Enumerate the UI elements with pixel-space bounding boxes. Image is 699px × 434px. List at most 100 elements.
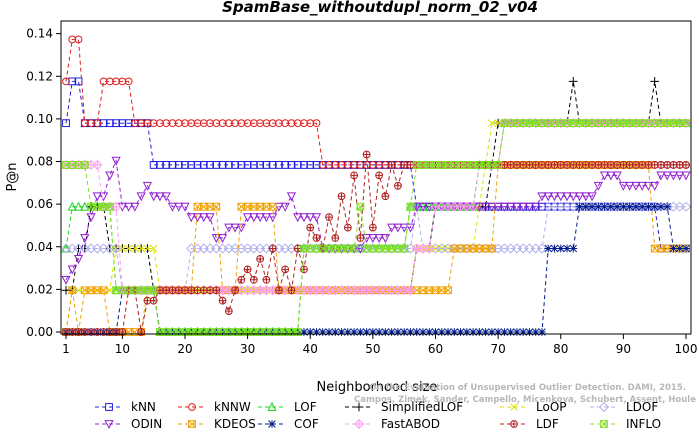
point-odin-71 [499,202,510,212]
point-ldf-38 [293,244,302,253]
point-cof-55 [400,328,409,336]
point-cof-49 [362,328,371,336]
point-odin-79 [549,192,560,202]
point-cof-59 [425,328,434,336]
point-odin-98 [668,171,679,181]
point-knn-11 [124,119,133,128]
point-cof-48 [356,328,365,336]
point-odin-24 [205,213,215,223]
point-cof-63 [450,328,459,336]
legend-marker-lof [267,401,277,411]
point-odin-84 [581,192,591,202]
point-ldf-39 [300,265,308,274]
x-axis-label: Neighborhood size [317,380,438,395]
point-loop-69 [488,119,496,127]
x-tick-label-2: 20 [177,342,192,356]
legend-item-ldof: LDOF [590,400,658,414]
point-cof-96 [657,202,665,211]
point-odin-55 [399,223,409,233]
point-knnw-46 [343,161,352,169]
point-cof-79 [550,244,559,253]
point-knnw-30 [243,119,252,128]
point-knn-1 [62,119,70,128]
point-cof-74 [519,328,528,336]
legend-marker-ldf [510,420,518,428]
point-cof-42 [318,328,327,336]
point-cof-83 [575,202,584,211]
point-knn-9 [112,119,121,128]
point-cof-61 [437,328,446,336]
point-odin-77 [537,192,547,202]
point-odin-5 [86,213,96,223]
legend-item-loop: LoOP [500,400,567,414]
point-ldf-15 [149,296,158,305]
point-knn-22 [193,161,202,169]
x-tick-label-8: 80 [553,342,568,356]
point-knnw-18 [168,119,177,128]
y-tick-label-5: 0.10 [26,112,53,126]
point-ldf-35 [275,286,283,295]
point-knnw-27 [224,119,233,128]
point-odin-14 [142,181,153,191]
point-knnw-45 [337,161,346,169]
legend-label-simplifiedlof: SimplifiedLOF [381,400,463,414]
point-knn-32 [256,161,265,169]
point-ldf-40 [306,223,315,232]
point-cof-46 [343,328,352,336]
legend-label-odin: ODIN [131,417,162,431]
point-knnw-19 [174,119,183,128]
point-loop-15 [149,244,158,253]
point-loop-12 [131,244,139,253]
point-knnw-3 [74,35,83,44]
point-odin-92 [631,181,641,191]
credit-line-1: Campos, Zimek, Sander, Campello, Micenko… [354,395,696,405]
point-odin-89 [612,171,622,181]
point-odin-96 [656,171,666,181]
point-kdeos-34 [268,202,277,211]
legend-item-ldf: LDF [500,417,559,431]
point-odin-33 [261,213,272,223]
x-tick-label-1: 10 [115,342,130,356]
point-fastabod-66 [467,201,479,212]
point-cof-72 [506,328,515,336]
point-knnw-31 [249,119,258,128]
point-odin-23 [199,213,209,223]
point-knn-7 [99,119,108,128]
point-knn-25 [212,161,221,169]
legend-label-ldf: LDF [536,417,559,431]
point-knnw-14 [143,119,152,128]
point-odin-3 [73,255,84,265]
point-knnw-5 [87,119,95,128]
point-knnw-10 [118,77,127,86]
legend-item-inflo: INFLO [590,417,661,431]
point-knnw-48 [356,161,365,169]
point-odin-93 [637,181,647,191]
point-odin-99 [675,171,685,181]
point-knnw-43 [325,161,333,169]
point-cof-44 [331,328,340,336]
point-knnw-41 [312,119,321,128]
point-knnw-20 [181,119,189,128]
point-inflo-100 [682,119,690,128]
point-cof-56 [406,328,415,336]
point-cof-39 [300,328,308,336]
point-odin-8 [105,171,115,181]
point-odin-87 [599,171,610,181]
point-odin-70 [493,202,503,212]
series-line-odin [65,158,686,281]
point-odin-28 [230,223,240,233]
point-loop-13 [137,244,145,253]
point-knn-17 [162,161,171,169]
point-odin-78 [543,192,553,202]
point-odin-86 [593,181,603,191]
point-knnw-26 [218,119,227,128]
x-tick-label-10: 100 [675,342,698,356]
series-line-knnw [65,38,686,166]
point-knnw-1 [62,77,70,86]
point-knn-28 [231,161,239,169]
x-tick-label-4: 40 [303,342,318,356]
point-odin-50 [368,234,378,244]
point-ldf-46 [343,223,352,232]
point-fastabod-6 [92,159,103,171]
point-cof-82 [569,244,578,253]
